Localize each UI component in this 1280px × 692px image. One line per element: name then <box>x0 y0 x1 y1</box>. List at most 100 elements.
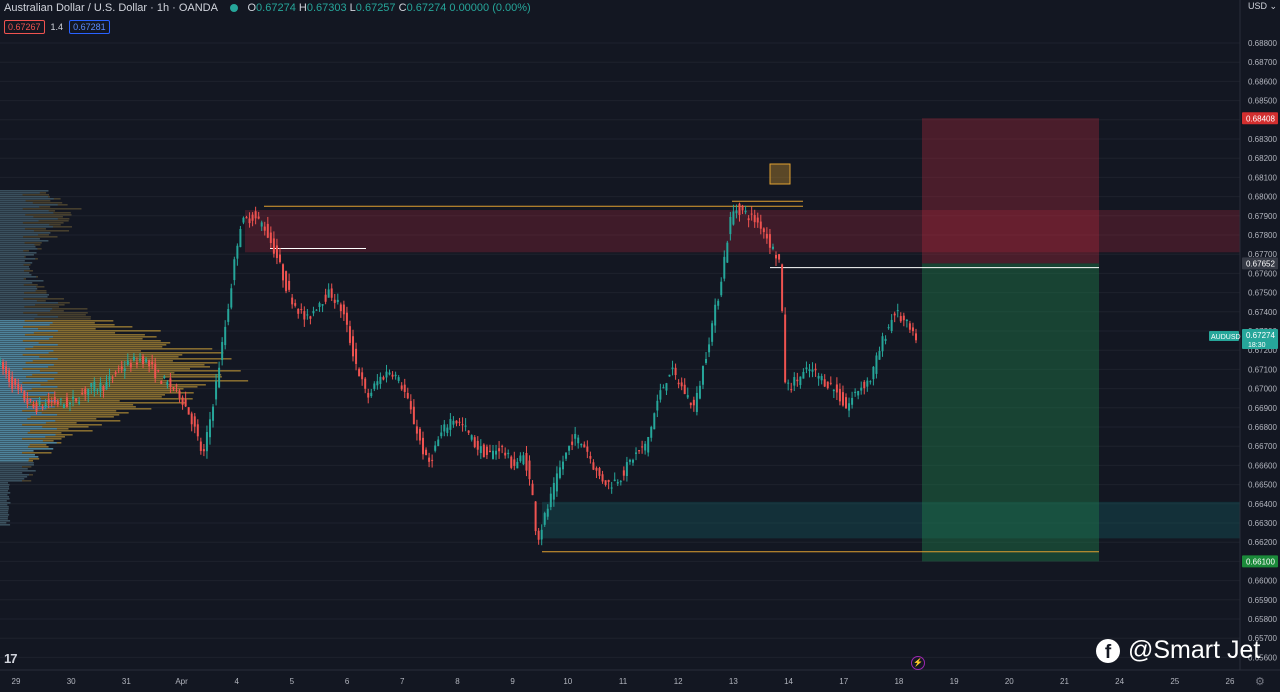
volume-bar <box>0 504 8 506</box>
volume-bar <box>0 198 54 200</box>
volume-bar <box>0 432 62 434</box>
volume-bar <box>0 196 50 198</box>
low-value: 0.67257 <box>355 2 396 14</box>
volume-bar <box>0 384 41 386</box>
volume-bar <box>0 192 47 194</box>
volume-bar <box>0 216 34 218</box>
candle-body <box>126 360 129 365</box>
candle-body <box>808 369 811 372</box>
volume-bar <box>0 402 32 404</box>
volume-bar <box>0 470 36 472</box>
volume-bar <box>0 328 96 330</box>
volume-bar <box>0 438 23 440</box>
volume-bar <box>0 316 91 318</box>
candle-body <box>142 356 145 364</box>
candle-body <box>698 385 701 399</box>
volume-bar <box>0 340 161 342</box>
candle-body <box>665 383 668 391</box>
price-tick-label: 0.67600 <box>1248 269 1277 278</box>
volume-bar <box>0 454 35 456</box>
candle-body <box>495 450 498 455</box>
volume-bar <box>0 370 241 372</box>
candle-body <box>148 360 151 367</box>
candle-body <box>297 308 300 314</box>
candle-body <box>151 361 154 365</box>
entry-price-label-bg <box>1242 257 1278 270</box>
candle-body <box>339 304 342 312</box>
volume-bar <box>0 424 23 426</box>
candle-body <box>257 216 260 219</box>
candle-body <box>635 452 638 454</box>
candle-body <box>531 483 534 496</box>
sell-button[interactable]: 0.67267 <box>4 20 45 34</box>
buy-button[interactable]: 0.67281 <box>69 20 110 34</box>
volume-bar <box>0 476 28 478</box>
candle-body <box>440 432 443 437</box>
time-tick-label: 19 <box>950 677 959 686</box>
volume-bar <box>0 290 36 292</box>
candle-body <box>32 404 35 408</box>
volume-bar <box>0 320 25 322</box>
volume-bar <box>0 424 102 426</box>
currency-selector[interactable]: USD ⌄ <box>1248 1 1278 11</box>
liquidity-sweep-box <box>769 163 791 185</box>
volume-bar <box>0 422 46 424</box>
candle-body <box>628 459 631 462</box>
candle-body <box>275 245 278 258</box>
candle-body <box>455 420 458 424</box>
high-value: 0.67303 <box>306 2 347 14</box>
volume-bar <box>0 354 23 356</box>
volume-bar <box>0 258 38 260</box>
candle-body <box>555 473 558 492</box>
volume-bar <box>0 244 41 246</box>
tradingview-logo[interactable]: 17 <box>4 651 18 666</box>
market-status-dot <box>230 4 239 13</box>
volume-bar <box>0 320 114 322</box>
watermark-text: @Smart Jet <box>1128 636 1261 664</box>
candle-body <box>838 388 841 402</box>
candle-body <box>132 356 135 361</box>
gear-icon[interactable]: ⚙ <box>1255 676 1265 688</box>
candle-body <box>525 452 528 471</box>
candle-body <box>428 457 431 462</box>
volume-bar <box>0 348 26 350</box>
volume-bar <box>0 306 60 308</box>
volume-bar <box>0 330 58 332</box>
volume-bar <box>0 282 33 284</box>
candle-body <box>488 450 491 453</box>
volume-bar <box>0 426 89 428</box>
symbol-tag-bg <box>1209 330 1239 341</box>
volume-bar <box>0 506 9 508</box>
volume-bar <box>0 518 8 520</box>
candle-body <box>714 304 717 326</box>
price-tick-label: 0.68600 <box>1248 77 1277 86</box>
candle-body <box>291 297 294 305</box>
price-tick-label: 0.65600 <box>1248 653 1277 662</box>
symbol-title[interactable]: Australian Dollar / U.S. Dollar · 1h · O… <box>4 2 218 14</box>
candle-body <box>376 381 379 386</box>
candle-body <box>653 413 656 430</box>
candle-body <box>163 376 166 379</box>
candle-body <box>190 413 193 425</box>
volume-bar <box>0 246 36 248</box>
candle-body <box>887 327 890 329</box>
candle-body <box>294 303 297 306</box>
volume-bar <box>0 264 31 266</box>
volume-bar <box>0 228 46 230</box>
price-tick-label: 0.68300 <box>1248 135 1277 144</box>
candle-body <box>385 371 388 378</box>
candle-body <box>768 234 771 248</box>
candle-body <box>72 396 75 400</box>
volume-bar <box>0 276 39 278</box>
open-value: 0.67274 <box>256 2 296 14</box>
volume-bar <box>0 390 27 392</box>
candle-body <box>278 254 281 263</box>
candle-body <box>513 459 516 466</box>
candle-body <box>187 407 190 415</box>
volume-bar <box>0 378 164 380</box>
candle-body <box>227 308 230 322</box>
candle-body <box>242 217 245 223</box>
volume-bar <box>0 388 32 390</box>
lightning-icon[interactable]: ⚡ <box>911 656 925 670</box>
